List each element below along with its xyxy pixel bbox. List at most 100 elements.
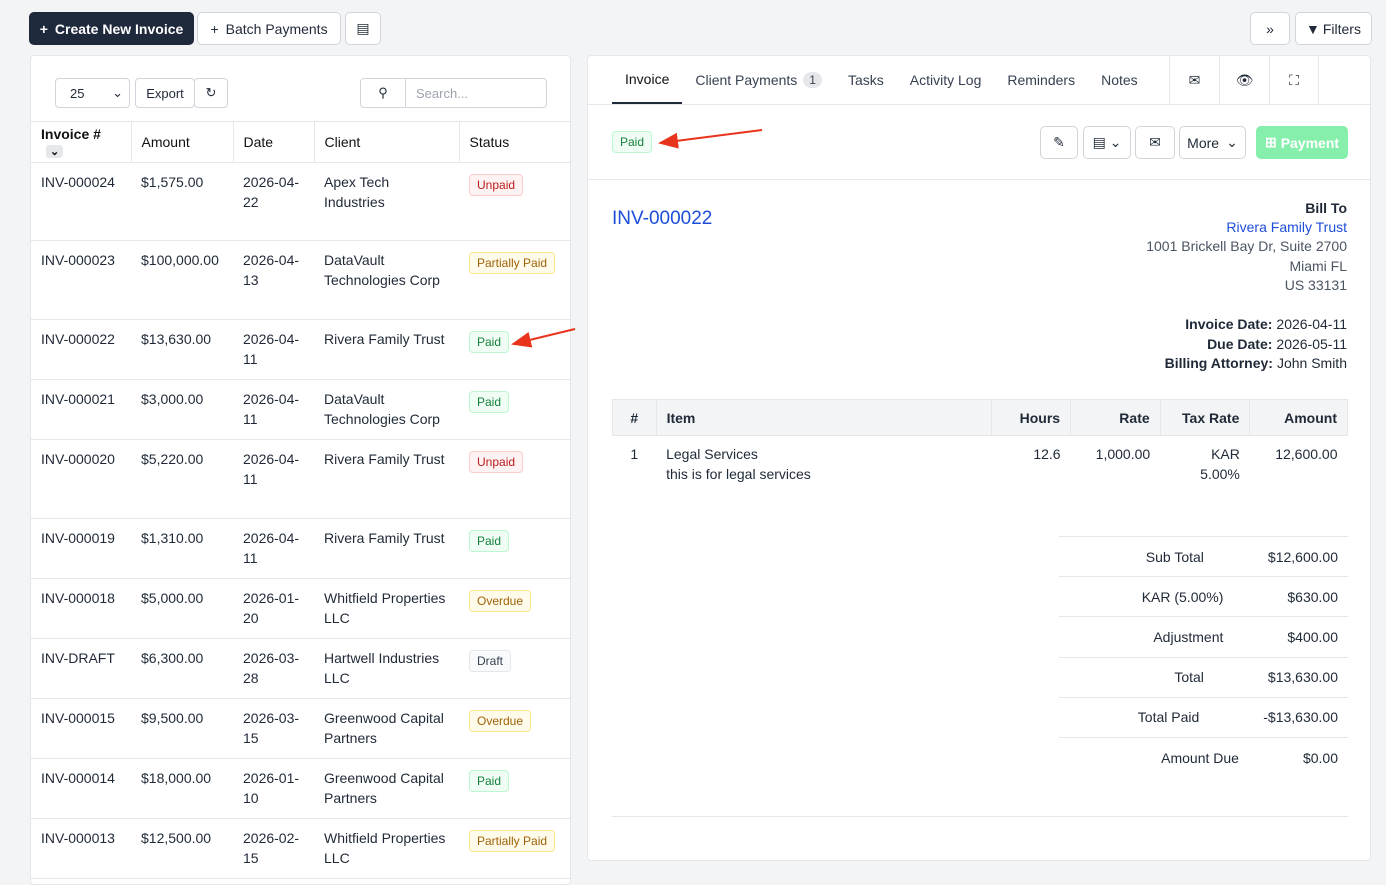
status-cell: Partially Paid <box>459 818 570 879</box>
total-row: Sub Total $12,600.00 <box>1059 536 1348 576</box>
invoice-row[interactable]: INV-000021 $3,000.00 2026-04-11 DataVault T… <box>31 379 570 440</box>
invoice-row[interactable]: INV-000022 $13,630.00 2026-04-11 Rivera Fam… <box>31 319 570 380</box>
refresh-button[interactable]: ↻ <box>194 78 228 108</box>
more-menu[interactable]: More ⌄ <box>1179 126 1246 159</box>
header-row: # Item Hours Rate Tax Rate Amount <box>612 399 1348 436</box>
collapse-button[interactable]: » <box>1250 12 1290 45</box>
invoice-row[interactable]: INV-000024 $1,575.00 2026-04-22 Apex Tech I… <box>31 162 570 241</box>
column-header: Amount <box>1249 399 1348 436</box>
invoice-row[interactable]: INV-DRAFT $6,300.00 2026-03-28 Hartwell Ind… <box>31 638 570 699</box>
tab-label: Invoice <box>625 71 670 87</box>
export-button[interactable]: Export <box>135 78 195 108</box>
invoice-number: INV-000022 <box>31 319 131 380</box>
invoice-number: INV-000021 <box>31 379 131 440</box>
meta-row: Billing Attorney: John Smith <box>1165 354 1347 374</box>
client: Whitfield Properties LLC <box>314 818 459 879</box>
tab-count: 1 <box>803 72 822 88</box>
tab-label: Tasks <box>847 72 884 88</box>
column-header: Amount <box>130 121 233 163</box>
total-label: Adjustment <box>1153 628 1224 645</box>
amount: $1,575.00 <box>131 162 233 241</box>
status-badge: Paid <box>469 391 510 413</box>
meta-label: Due Date: <box>1207 335 1273 352</box>
client-name: Rivera Family Trust <box>1226 219 1347 235</box>
amount: $5,000.00 <box>131 578 233 639</box>
tab-label: Reminders <box>1007 72 1076 88</box>
meta-value: John Smith <box>1276 355 1347 371</box>
total-label: Total <box>1174 669 1204 686</box>
filters-button[interactable]: ▼ Filters <box>1295 12 1372 45</box>
total-value: -$13,630.00 <box>1263 709 1338 726</box>
tab[interactable]: Reminders <box>994 56 1088 104</box>
client: Rivera Family Trust <box>314 439 459 519</box>
invoice-number: INV-000020 <box>31 439 131 519</box>
date: 2026-04-11 <box>233 518 314 579</box>
column-header: Tax Rate <box>1159 399 1251 436</box>
status-cell: Unpaid <box>459 439 570 519</box>
amount: 12,600.00 <box>1275 446 1338 462</box>
status-badge: Partially Paid <box>469 252 556 274</box>
preview-icon[interactable]: 👁 <box>1219 56 1269 104</box>
item-row: 1 Legal Services this is for legal service… <box>613 436 1348 493</box>
status-badge: Overdue <box>469 590 532 612</box>
item-description: this is for legal services <box>666 466 811 482</box>
column-header: Client <box>313 121 459 163</box>
amount: $18,000.00 <box>131 758 233 819</box>
pdf-button[interactable]: ▤ <box>345 12 381 45</box>
button-label: Filters <box>1322 20 1361 37</box>
amount: $6,300.00 <box>131 638 233 699</box>
page-size-select[interactable]: 25 ⌄ <box>55 78 130 108</box>
invoice-row[interactable]: INV-000019 $1,310.00 2026-04-11 Rivera Fami… <box>31 518 570 579</box>
search-box[interactable]: ⚲ Search... <box>360 78 547 108</box>
invoice-number: INV-000022 <box>612 208 713 229</box>
total-label: Sub Total <box>1145 548 1204 565</box>
tab[interactable]: Notes <box>1088 56 1151 104</box>
address: 1001 Brickell Bay Dr, Suite 2700 Miami FL… <box>1146 237 1347 296</box>
invoice-row[interactable]: INV-000018 $5,000.00 2026-01-20 Whitfield P… <box>31 578 570 639</box>
create-invoice-button[interactable]: + Create New Invoice <box>29 12 194 45</box>
batch-payments-button[interactable]: + Batch Payments <box>197 12 341 45</box>
status-cell: Paid <box>459 518 570 579</box>
total-row: Amount Due $0.00 <box>1059 736 1348 777</box>
invoice-row[interactable]: INV-000014 $18,000.00 2026-01-10 Greenwood … <box>31 758 570 819</box>
email-button[interactable]: ✉ <box>1135 126 1175 159</box>
search-placeholder: Search... <box>416 85 469 101</box>
client: DataVault Technologies Corp <box>314 379 459 440</box>
tab[interactable]: Invoice <box>612 56 683 104</box>
date: 2026-02-15 <box>233 818 314 879</box>
edit-button[interactable]: ✎ <box>1040 126 1078 159</box>
tab[interactable]: Client Payments 1 <box>682 56 835 104</box>
client: Rivera Family Trust <box>314 518 459 579</box>
tax-rate: KAR 5.00% <box>1200 446 1240 482</box>
items-table: # Item Hours Rate Tax Rate Amount 1 Legal Servi… <box>612 399 1348 492</box>
invoice-row[interactable]: INV-000020 $5,220.00 2026-04-11 Rivera Fami… <box>31 439 570 519</box>
mail-icon[interactable]: ✉ <box>1169 56 1219 104</box>
invoice-number: INV-000014 <box>31 758 131 819</box>
item-name: Legal Services <box>666 446 758 462</box>
address-line: 1001 Brickell Bay Dr, Suite 2700 <box>1146 238 1347 254</box>
amount: $9,500.00 <box>131 698 233 759</box>
total-row: Adjustment $400.00 <box>1059 616 1348 656</box>
status-badge: Paid <box>469 331 510 353</box>
item-cell: Legal Services this is for legal services <box>656 436 991 493</box>
tab[interactable]: Activity Log <box>897 56 995 104</box>
bill-to-label: Bill To <box>1305 200 1347 216</box>
date: 2026-04-11 <box>233 379 314 440</box>
amount: $3,000.00 <box>131 379 233 440</box>
status-badge: Unpaid <box>469 451 524 473</box>
pdf-menu[interactable]: ▤ ⌄ <box>1083 126 1131 159</box>
expand-icon[interactable]: ⛶ <box>1269 56 1319 104</box>
invoice-number: INV-000019 <box>31 518 131 579</box>
status-cell: Paid <box>459 319 570 380</box>
button-label: Create New Invoice <box>54 20 184 37</box>
status-cell: Paid <box>459 758 570 819</box>
invoice-row[interactable]: INV-000015 $9,500.00 2026-03-15 Greenwood C… <box>31 698 570 759</box>
payment-button[interactable]: ⊞ Payment <box>1256 126 1348 159</box>
total-label: Total Paid <box>1137 709 1200 726</box>
client: Apex Tech Industries <box>314 162 459 241</box>
tab[interactable]: Tasks <box>835 56 897 104</box>
invoice-row[interactable]: INV-000023 $100,000.00 2026-04-13 DataVault… <box>31 240 570 320</box>
client: Greenwood Capital Partners <box>314 698 459 759</box>
meta-value: 2026-04-11 <box>1276 316 1347 332</box>
invoice-row[interactable]: INV-000013 $12,500.00 2026-02-15 Whitfield … <box>31 818 570 879</box>
